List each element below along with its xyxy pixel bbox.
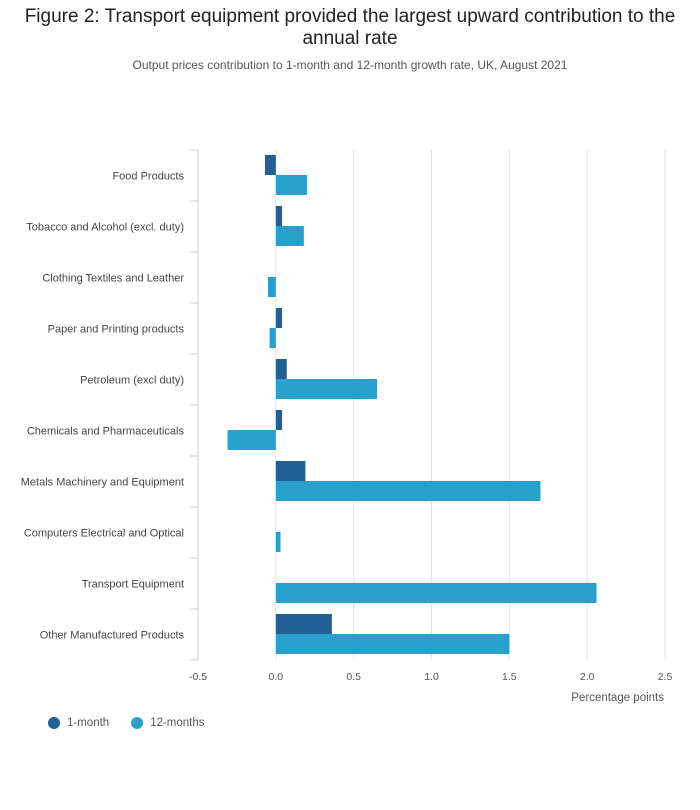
bar-1-month[interactable] bbox=[264, 155, 276, 175]
bar-12-months[interactable] bbox=[269, 328, 276, 348]
x-axis-title: Percentage points bbox=[571, 692, 664, 704]
category-label: Other Manufactured Products bbox=[40, 630, 185, 642]
axes: -0.5 0.0 0.5 1.0 1.5 2.0 2.5 Food Products Tobac… bbox=[21, 149, 673, 683]
category-label: Petroleum (excl duty) bbox=[80, 375, 184, 387]
category-label: Chemicals and Pharmaceuticals bbox=[27, 426, 185, 438]
legend-item-12-months[interactable]: 12-months bbox=[131, 717, 205, 729]
bar-12-months[interactable] bbox=[275, 379, 378, 399]
bar-12-months[interactable] bbox=[268, 277, 276, 297]
category-label: Food Products bbox=[112, 171, 184, 183]
legend-label-1-month: 1-month bbox=[67, 717, 110, 729]
bar-12-months[interactable] bbox=[227, 430, 276, 450]
x-tick-label: 0.0 bbox=[269, 671, 284, 683]
bar-1-month[interactable] bbox=[275, 461, 306, 481]
legend-swatch-12-months bbox=[131, 717, 144, 729]
bar-12-months[interactable] bbox=[275, 532, 281, 552]
bar-1-month[interactable] bbox=[275, 614, 332, 634]
category-label: Tobacco and Alcohol (excl. duty) bbox=[26, 222, 184, 234]
x-tick-label: 2.0 bbox=[580, 671, 595, 683]
bar-1-month[interactable] bbox=[275, 308, 283, 328]
x-tick-label: 0.5 bbox=[346, 671, 361, 683]
x-tick-label: 1.0 bbox=[424, 671, 439, 683]
legend-label-12-months: 12-months bbox=[150, 717, 205, 729]
category-label: Paper and Printing products bbox=[48, 324, 185, 336]
bar-12-months[interactable] bbox=[275, 175, 307, 195]
bar-1-month[interactable] bbox=[275, 410, 283, 430]
bar-1-month[interactable] bbox=[275, 359, 287, 379]
x-tick-label: 2.5 bbox=[658, 671, 673, 683]
x-tick-label: 1.5 bbox=[502, 671, 517, 683]
category-label: Metals Machinery and Equipment bbox=[21, 477, 184, 489]
category-label: Computers Electrical and Optical bbox=[24, 528, 184, 540]
chart-subtitle: Output prices contribution to 1-month an… bbox=[132, 58, 568, 72]
bar-12-months[interactable] bbox=[275, 583, 597, 603]
category-label: Transport Equipment bbox=[82, 579, 184, 591]
legend-item-1-month[interactable]: 1-month bbox=[48, 717, 109, 729]
legend-swatch-1-month bbox=[48, 717, 60, 729]
bar-12-months[interactable] bbox=[275, 226, 304, 246]
category-label: Clothing Textiles and Leather bbox=[42, 273, 184, 285]
legend: 1-month 12-months bbox=[48, 717, 205, 729]
bar-1-month[interactable] bbox=[275, 206, 283, 226]
bar-12-months[interactable] bbox=[275, 481, 541, 501]
bar-12-months[interactable] bbox=[275, 634, 510, 654]
bars bbox=[227, 155, 597, 654]
x-tick-label: -0.5 bbox=[189, 671, 207, 683]
chart-title: Figure 2: Transport equipment provided t… bbox=[24, 6, 676, 49]
